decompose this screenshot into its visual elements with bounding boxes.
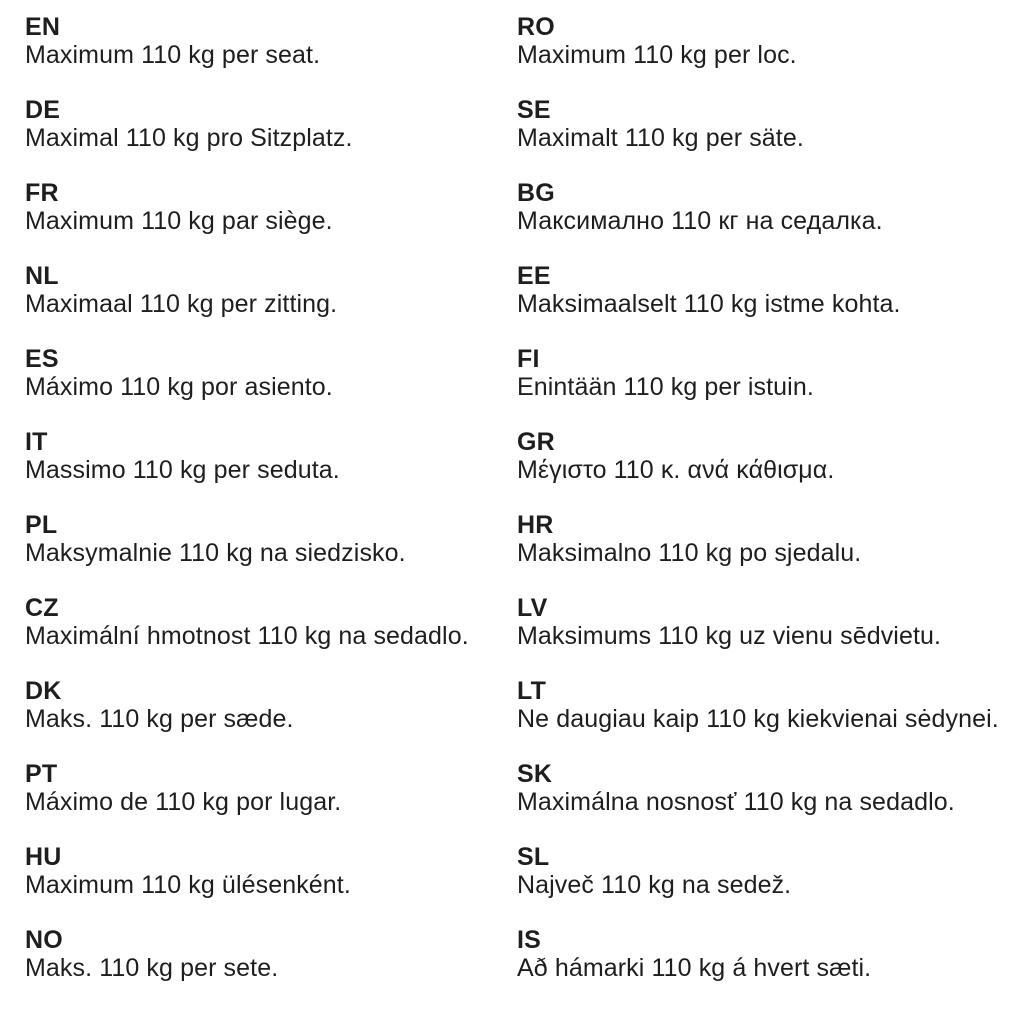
language-code: DK [25,677,62,705]
left-column: EN Maximum 110 kg per seat. DE Maximal 110 … [25,13,492,1009]
language-entry: CZ Maximální hmotnost 110 kg na sedadlo. [25,594,492,650]
language-entry: SE Maximalt 110 kg per säte. [517,96,1024,152]
language-code: GR [517,428,555,456]
language-entry: DK Maks. 110 kg per sæde. [25,677,492,733]
language-entry: ES Máximo 110 kg por asiento. [25,345,492,401]
translation-text: Maximum 110 kg per seat. [25,41,321,69]
language-entry: FI Enintään 110 kg per istuin. [517,345,1024,401]
language-entry: GR Μέγιστο 110 κ. ανά κάθισμα. [517,428,1024,484]
translation-text: Maximum 110 kg per loc. [517,41,797,69]
column-gap [492,13,517,1009]
language-entry: HU Maximum 110 kg ülésenként. [25,843,492,899]
language-entry: SL Največ 110 kg na sedež. [517,843,1024,899]
language-entry: IS Að hámarki 110 kg á hvert sæti. [517,926,1024,982]
language-code: NL [25,262,59,290]
translation-text: Maksimalno 110 kg po sjedalu. [517,539,862,567]
language-code: EN [25,13,61,41]
language-code: SK [517,760,553,788]
language-entry: LT Ne daugiau kaip 110 kg kiekvienai sėdy… [517,677,1024,733]
language-code: LT [517,677,547,705]
translation-text: Maximum 110 kg ülésenként. [25,871,351,899]
language-code: DE [25,96,61,124]
translation-text: Maximalt 110 kg per säte. [517,124,804,152]
translation-text: Massimo 110 kg per seduta. [25,456,340,484]
language-code: SE [517,96,551,124]
translation-text: Maximaal 110 kg per zitting. [25,290,338,318]
translation-text: Maksimaalselt 110 kg istme kohta. [517,290,901,318]
language-code: SL [517,843,550,871]
language-code: HR [517,511,554,539]
language-entry: LV Maksimums 110 kg uz vienu sēdvietu. [517,594,1024,650]
language-code: ES [25,345,59,373]
language-entry: EE Maksimaalselt 110 kg istme kohta. [517,262,1024,318]
language-code: RO [517,13,555,41]
translation-text: Maks. 110 kg per sete. [25,954,279,982]
language-entry: EN Maximum 110 kg per seat. [25,13,492,69]
translation-text: Að hámarki 110 kg á hvert sæti. [517,954,872,982]
language-entry: DE Maximal 110 kg pro Sitzplatz. [25,96,492,152]
language-code: LV [517,594,548,622]
language-code: FR [25,179,59,207]
translation-text: Ne daugiau kaip 110 kg kiekvienai sėdyne… [517,705,999,733]
language-code: HU [25,843,62,871]
translation-text: Maximální hmotnost 110 kg na sedadlo. [25,622,469,650]
language-code: IT [25,428,48,456]
translation-text: Maximal 110 kg pro Sitzplatz. [25,124,353,152]
translation-text: Máximo 110 kg por asiento. [25,373,333,401]
language-entry: NO Maks. 110 kg per sete. [25,926,492,982]
translation-text: Máximo de 110 kg por lugar. [25,788,342,816]
language-code: PT [25,760,58,788]
language-code: EE [517,262,551,290]
language-entry: RO Maximum 110 kg per loc. [517,13,1024,69]
language-entry: HR Maksimalno 110 kg po sjedalu. [517,511,1024,567]
language-entry: SK Maximálna nosnosť 110 kg na sedadlo. [517,760,1024,816]
language-entry: IT Massimo 110 kg per seduta. [25,428,492,484]
translation-text: Maksymalnie 110 kg na siedzisko. [25,539,406,567]
translation-text: Enintään 110 kg per istuin. [517,373,814,401]
translation-text: Μέγιστο 110 κ. ανά κάθισμα. [517,456,835,484]
right-column: RO Maximum 110 kg per loc. SE Maximalt 110 … [517,13,1024,1009]
language-entry: FR Maximum 110 kg par siège. [25,179,492,235]
translation-text: Максимално 110 кг на седалка. [517,207,883,235]
translation-text: Maximum 110 kg par siège. [25,207,333,235]
language-code: IS [517,926,542,954]
translation-text: Maks. 110 kg per sæde. [25,705,294,733]
translation-text: Največ 110 kg na sedež. [517,871,792,899]
language-entry: NL Maximaal 110 kg per zitting. [25,262,492,318]
translation-text: Maximálna nosnosť 110 kg na sedadlo. [517,788,955,816]
language-entry: PL Maksymalnie 110 kg na siedzisko. [25,511,492,567]
language-code: BG [517,179,555,207]
language-code: FI [517,345,540,373]
language-entry: PT Máximo de 110 kg por lugar. [25,760,492,816]
language-code: CZ [25,594,59,622]
language-code: PL [25,511,58,539]
translation-text: Maksimums 110 kg uz vienu sēdvietu. [517,622,942,650]
language-entry: BG Максимално 110 кг на седалка. [517,179,1024,235]
language-code: NO [25,926,63,954]
